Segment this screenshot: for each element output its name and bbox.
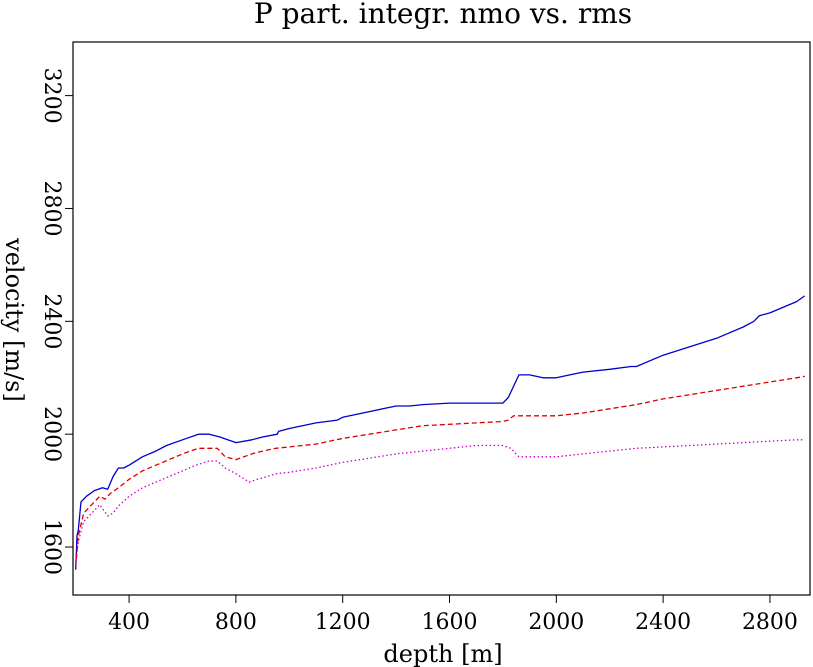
series-line-3 — [75, 439, 805, 565]
x-axis-ticks: 400 800 1200 1600 2000 2400 2800 — [108, 595, 798, 635]
x-tick-label: 2400 — [635, 610, 691, 635]
x-tick-label: 1200 — [315, 610, 371, 635]
x-tick-label: 1600 — [422, 610, 478, 635]
x-tick-label: 2000 — [528, 610, 584, 635]
y-tick-label: 2400 — [39, 293, 64, 349]
series-line-2 — [75, 375, 805, 567]
series-line-1 — [75, 295, 806, 570]
x-tick-label: 800 — [215, 610, 257, 635]
chart-title: P part. integr. nmo vs. rms — [254, 0, 632, 30]
y-axis-ticks: 1600 2000 2400 2800 3200 — [39, 68, 73, 575]
x-tick-label: 2800 — [742, 610, 798, 635]
y-tick-label: 3200 — [39, 68, 64, 124]
series-layer — [75, 295, 806, 570]
y-tick-label: 2000 — [39, 406, 64, 462]
y-axis-label: velocity [m/s] — [0, 237, 28, 402]
y-tick-label: 2800 — [39, 180, 64, 236]
plot-frame — [72, 41, 811, 596]
x-axis-label: depth [m] — [383, 640, 502, 667]
y-tick-label: 1600 — [39, 519, 64, 575]
x-tick-label: 400 — [108, 610, 150, 635]
